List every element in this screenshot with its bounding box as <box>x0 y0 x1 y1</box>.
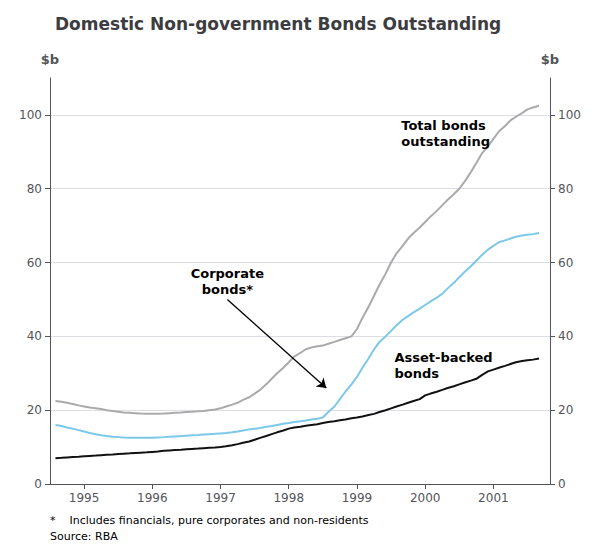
svg-text:40: 40 <box>558 329 573 343</box>
svg-text:100: 100 <box>19 108 42 122</box>
svg-text:1998: 1998 <box>273 491 304 505</box>
svg-text:100: 100 <box>558 108 581 122</box>
svg-text:2001: 2001 <box>478 491 509 505</box>
svg-text:1995: 1995 <box>69 491 100 505</box>
svg-text:Domestic Non-government Bonds: Domestic Non-government Bonds Outstandin… <box>55 14 501 34</box>
svg-text:0: 0 <box>34 477 42 491</box>
svg-text:20: 20 <box>27 403 42 417</box>
svg-text:40: 40 <box>27 329 42 343</box>
svg-text:60: 60 <box>558 256 573 270</box>
svg-text:* Includes financials, pure: * Includes financials, pure corporates a… <box>50 514 369 527</box>
svg-text:Corporate: Corporate <box>191 266 265 281</box>
svg-text:Asset-backed: Asset-backed <box>394 350 492 365</box>
svg-text:80: 80 <box>27 182 42 196</box>
svg-text:1997: 1997 <box>205 491 236 505</box>
svg-text:20: 20 <box>558 403 573 417</box>
svg-text:outstanding: outstanding <box>401 134 490 149</box>
svg-text:$b: $b <box>41 52 59 67</box>
svg-text:$b: $b <box>541 52 559 67</box>
svg-text:1999: 1999 <box>342 491 373 505</box>
svg-text:80: 80 <box>558 182 573 196</box>
svg-text:2000: 2000 <box>410 491 441 505</box>
svg-text:Source: RBA: Source: RBA <box>50 530 118 543</box>
svg-text:bonds*: bonds* <box>202 282 254 297</box>
svg-text:bonds: bonds <box>394 366 439 381</box>
svg-text:0: 0 <box>558 477 566 491</box>
svg-text:Total bonds: Total bonds <box>401 118 486 133</box>
svg-text:60: 60 <box>27 256 42 270</box>
svg-text:1996: 1996 <box>137 491 168 505</box>
